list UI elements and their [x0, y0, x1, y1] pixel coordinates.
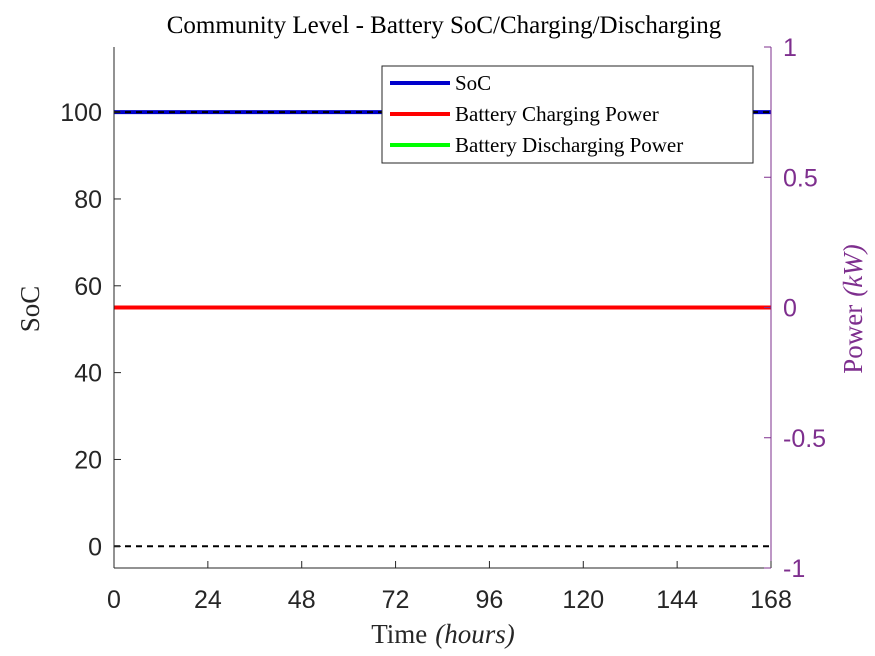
x-tick-label-7: 168: [750, 586, 792, 614]
y-right-tick-label-1: -0.5: [783, 425, 826, 453]
x-axis-label-units: (hours): [435, 619, 515, 649]
y-right-tick-label-0: -1: [783, 555, 805, 583]
y-right-tick-label-4: 1: [783, 34, 797, 62]
x-tick-label-4: 96: [476, 586, 504, 614]
y-left-tick-label-4: 80: [74, 186, 102, 214]
y-ticks-right: -1 -0.5 0 0.5 1: [764, 34, 826, 583]
x-axis-label: Time (hours): [371, 619, 515, 649]
x-tick-label-0: 0: [107, 586, 121, 614]
y-axis-label-left: SoC: [15, 286, 45, 333]
y-right-tick-label-2: 0: [783, 295, 797, 323]
y-axis-label-right: Power (kW): [838, 244, 868, 373]
chart-title: Community Level - Battery SoC/Charging/D…: [167, 12, 722, 39]
y-right-tick-label-3: 0.5: [783, 164, 818, 192]
x-tick-label-3: 72: [382, 586, 410, 614]
legend: SoC Battery Charging Power Battery Dischar…: [381, 65, 754, 164]
legend-label-0: SoC: [455, 71, 491, 95]
y-left-tick-label-2: 40: [74, 360, 102, 388]
y-axis-label-right-units: (kW): [838, 244, 868, 296]
x-tick-label-1: 24: [194, 586, 222, 614]
y-left-tick-label-1: 20: [74, 446, 102, 474]
x-axis-label-text: Time: [371, 619, 427, 649]
legend-label-1: Battery Charging Power: [455, 102, 659, 126]
x-ticks: 0 24 48 72 96 120 144 168: [107, 561, 792, 614]
x-tick-label-6: 144: [656, 586, 698, 614]
y-left-tick-label-5: 100: [60, 99, 102, 127]
plot-area: [114, 110, 771, 548]
x-tick-label-2: 48: [288, 586, 316, 614]
y-left-tick-label-3: 60: [74, 273, 102, 301]
y-axis-label-right-text: Power: [838, 305, 868, 374]
legend-label-2: Battery Discharging Power: [455, 133, 683, 157]
y-left-tick-label-0: 0: [88, 533, 102, 561]
x-tick-label-5: 120: [562, 586, 604, 614]
y-ticks-left: 0 20 40 60 80 100: [60, 99, 121, 561]
